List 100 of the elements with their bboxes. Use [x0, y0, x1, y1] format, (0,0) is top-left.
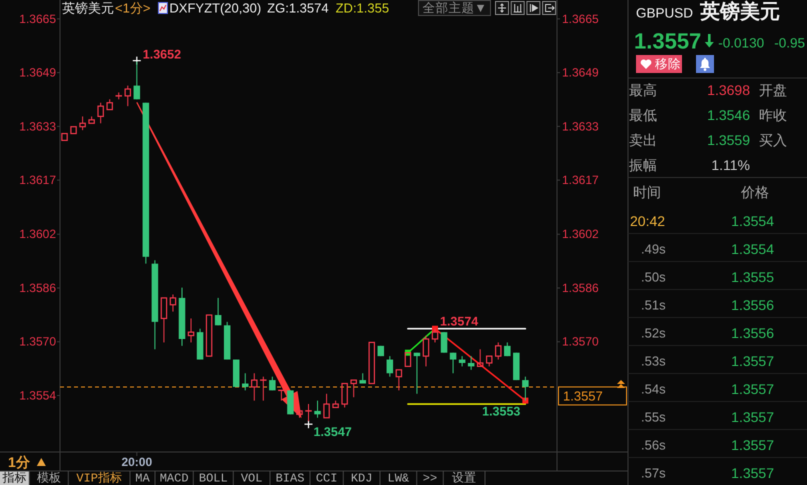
y-tick-label: 1.3649 [19, 66, 56, 80]
text: -0.0130 [718, 36, 764, 50]
text: 英镑美元 [699, 0, 780, 23]
candlestick [386, 356, 394, 378]
y-tick-label: 1.3633 [19, 119, 56, 134]
point [522, 398, 528, 404]
candlestick [476, 348, 484, 367]
y2-tick-label: 1.3665 [562, 12, 600, 26]
candlestick [61, 132, 68, 141]
text: 1.3557 [731, 381, 774, 397]
y2-tick-label: 1.3602 [562, 227, 600, 242]
annotation: 1.3652 [142, 48, 182, 62]
text: MACD [160, 472, 189, 485]
text: 最低 [629, 107, 657, 123]
text: 买入 [759, 132, 787, 148]
y-tick-label: 1.3617 [19, 173, 56, 188]
candlestick [368, 342, 376, 384]
chart-subtitle: <1分> [115, 0, 150, 16]
text: -0.95 [774, 36, 805, 50]
y2-tick-label: 1.3570 [562, 334, 600, 349]
candlestick [350, 379, 357, 398]
candlestick [277, 390, 286, 402]
point [432, 326, 438, 332]
text: 1.3556 [731, 325, 774, 341]
text: 1.3556 [731, 297, 774, 313]
text: 1.3557 [731, 409, 774, 425]
candlestick [414, 352, 420, 394]
x-tick-label: 20:00 [121, 455, 152, 469]
text: 时间 [633, 184, 661, 200]
candlestick [504, 342, 511, 357]
candlestick [242, 372, 248, 391]
text: .49s [641, 242, 666, 256]
text: 开盘 [759, 82, 787, 98]
text: 振幅 [629, 157, 657, 173]
text: 1.3546 [707, 107, 750, 123]
text: CCI [316, 472, 338, 485]
candlestick [314, 400, 321, 418]
annotation: 1.3547 [314, 425, 352, 440]
text: .53s [641, 354, 666, 368]
text: 1.11% [711, 157, 750, 173]
y2-tick-label: 1.3649 [562, 66, 600, 80]
text: 昨收 [759, 107, 787, 123]
annotation: ZD:1.355 [336, 0, 390, 16]
annotation: 1.3553 [482, 404, 520, 419]
text: .50s [641, 270, 666, 284]
text: 1.3554 [731, 241, 774, 257]
text: 1.3557 [731, 437, 774, 453]
candlestick [458, 356, 466, 367]
y2-tick-label: 1.3617 [562, 173, 600, 188]
ref-line-label: 1.3557 [563, 388, 603, 404]
candlestick [323, 393, 330, 418]
text: 1.3559 [707, 132, 750, 148]
text: >> [422, 472, 438, 485]
text: .52s [641, 326, 666, 340]
candlestick [188, 318, 194, 343]
text: LW& [388, 472, 410, 485]
text: .57s [641, 466, 666, 480]
text: 1.3557 [634, 28, 702, 54]
candlestick [214, 297, 222, 326]
candlestick [269, 376, 276, 391]
y-tick-label: 1.3570 [19, 334, 56, 349]
y2-tick-label: 1.3633 [562, 119, 600, 134]
text: .51s [641, 298, 666, 312]
annotation: 全部主题▼ [422, 0, 487, 15]
text: 1.3555 [731, 269, 774, 285]
text: KDJ [350, 472, 372, 485]
candlestick [206, 314, 212, 357]
text: 设置 [452, 472, 476, 485]
y-tick-label: 1.3586 [19, 280, 56, 295]
text: VOL [240, 472, 262, 485]
candlestick [396, 369, 402, 391]
candlestick [287, 390, 294, 415]
text: 最高 [629, 82, 657, 98]
annotation: DXFYZT(20,30) [169, 0, 262, 16]
chart-title: 英镑美元 [62, 0, 114, 16]
y2-tick-label: 1.3586 [562, 280, 600, 295]
candlestick [259, 376, 268, 402]
text: MA [135, 472, 150, 485]
y-tick-label: 1.3602 [19, 227, 56, 242]
text: BOLL [198, 472, 228, 485]
candlestick [450, 352, 456, 374]
text: BIAS [276, 472, 304, 485]
y-tick-label: 1.3554 [19, 388, 56, 402]
text: 价格 [740, 184, 769, 200]
text: 卖出 [629, 132, 657, 148]
text: 1.3557 [731, 465, 774, 481]
text: .56s [641, 438, 666, 452]
text: 移除 [655, 57, 681, 71]
text: GBPUSD [636, 6, 694, 20]
text: VIP指标 [76, 472, 122, 485]
text: 1.3554 [731, 213, 774, 229]
annotation: 1.3574 [440, 314, 478, 329]
candlestick [251, 372, 258, 402]
candlestick [70, 126, 77, 134]
text: .54s [641, 382, 666, 396]
y-tick-label: 1.3665 [19, 12, 56, 26]
candlestick [160, 297, 168, 343]
text: 模板 [36, 472, 61, 485]
text: 1.3698 [707, 82, 750, 98]
text: 1.3557 [731, 353, 774, 369]
